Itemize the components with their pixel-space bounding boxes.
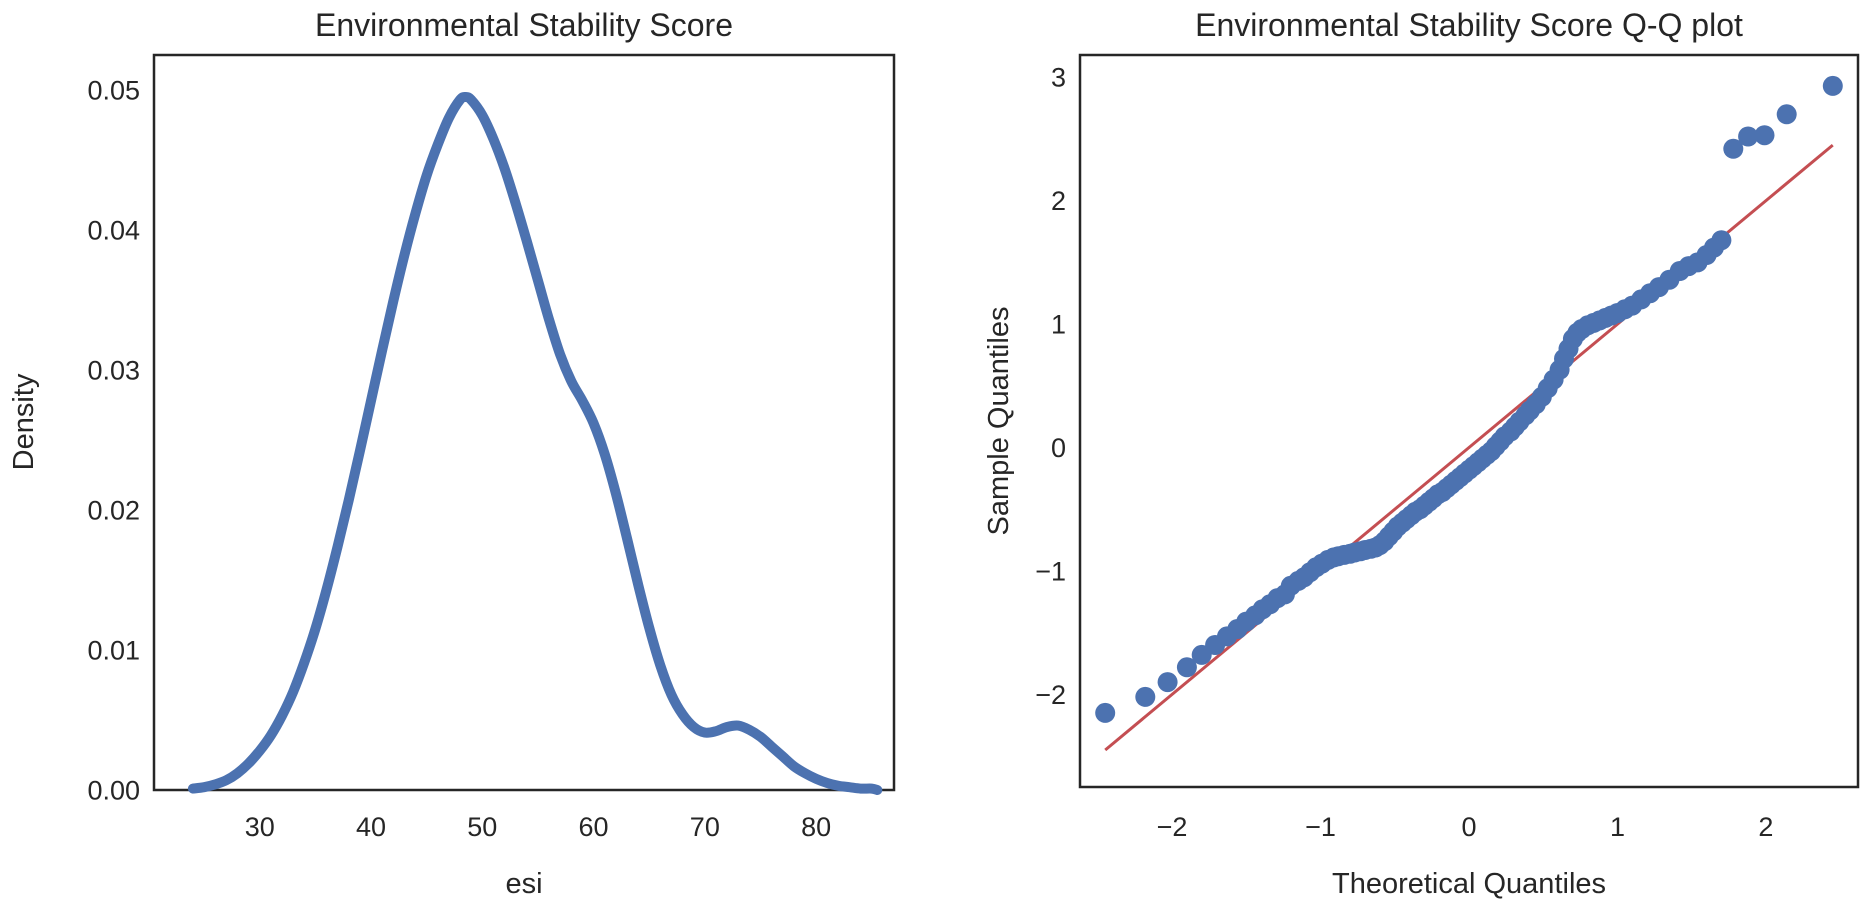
qq-scatter-points	[1095, 75, 1843, 723]
y-tick-label: 0.02	[87, 495, 140, 525]
qq-point	[1711, 230, 1732, 251]
x-tick-label: 70	[690, 812, 720, 842]
qq-ytick-labels: −2 −1 0 1 2 3	[1035, 63, 1066, 710]
qq-title: Environmental Stability Score Q-Q plot	[1195, 7, 1743, 43]
qq-point	[1157, 672, 1178, 693]
kde-axes-frame	[152, 53, 896, 792]
qq-subplot: Environmental Stability Score Q-Q plot −…	[983, 7, 1860, 900]
qq-point	[1095, 702, 1116, 723]
x-tick-label: 30	[245, 812, 275, 842]
kde-subplot: Environmental Stability Score 0.000.010.…	[8, 7, 896, 900]
x-tick-label: 60	[579, 812, 609, 842]
x-tick-label: 1	[1610, 812, 1625, 842]
qq-point	[1176, 657, 1197, 678]
x-tick-label: −2	[1157, 812, 1188, 842]
y-tick-label: 0.01	[87, 635, 140, 665]
qq-point	[1723, 138, 1744, 159]
qq-point	[1754, 125, 1775, 146]
x-tick-label: 2	[1758, 812, 1773, 842]
x-tick-label: −1	[1305, 812, 1336, 842]
kde-xtick-labels: 30 40 50 60 70 80	[245, 812, 831, 842]
x-tick-label: 80	[801, 812, 831, 842]
x-tick-label: 0	[1461, 812, 1476, 842]
qq-yaxis-label: Sample Quantiles	[983, 307, 1015, 536]
qq-point	[1738, 126, 1759, 147]
y-tick-label: 0.04	[87, 215, 140, 245]
kde-xaxis-label: esi	[505, 868, 542, 900]
qq-xtick-labels: −2 −1 0 1 2	[1157, 812, 1774, 842]
x-tick-label: 50	[467, 812, 497, 842]
qq-point	[1135, 686, 1156, 707]
kde-ytick-labels: 0.00 0.01 0.02 0.03 0.04 0.05	[87, 75, 140, 805]
y-tick-label: 3	[1051, 63, 1066, 93]
kde-density-curve	[187, 91, 883, 795]
y-tick-label: 0	[1051, 433, 1066, 463]
y-tick-label: 0.03	[87, 355, 140, 385]
qq-point	[1822, 75, 1843, 96]
qq-xaxis-label: Theoretical Quantiles	[1332, 868, 1606, 900]
qq-axes-frame	[1078, 53, 1860, 789]
y-tick-label: 2	[1051, 186, 1066, 216]
y-tick-label: 0.00	[87, 775, 140, 805]
qq-point	[1776, 104, 1797, 125]
y-tick-label: 1	[1051, 310, 1066, 340]
x-tick-label: 40	[356, 812, 386, 842]
y-tick-label: −1	[1035, 556, 1066, 586]
kde-yaxis-label: Density	[8, 373, 40, 470]
kde-title: Environmental Stability Score	[315, 7, 733, 43]
y-tick-label: 0.05	[87, 75, 140, 105]
y-tick-label: −2	[1035, 680, 1066, 710]
